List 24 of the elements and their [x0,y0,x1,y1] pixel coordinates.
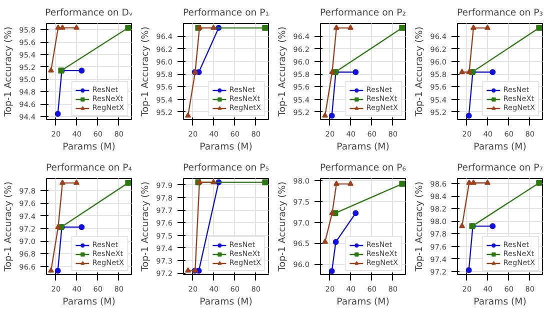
chart-title: Performance on P₇ [456,162,544,174]
x-axis-title: Params (M) [62,296,116,308]
y-axis-title: Top-1 Accuracy (%) [140,26,152,118]
y-axis-title: Top-1 Accuracy (%) [3,182,14,272]
x-axis-title: Params (M) [336,142,390,152]
y-axis-title: Top-1 Accuracy (%) [414,26,426,118]
y-axis-title: Top-1 Accuracy (%) [414,182,426,272]
chart-title: Performance on P₆ [320,162,406,174]
chart-title: Performance on P₃ [456,8,544,18]
y-axis-title: Top-1 Accuracy (%) [3,26,14,118]
x-axis-title: Params (M) [474,142,526,152]
x-axis-title: Params (M) [200,296,252,308]
x-axis-title: Params (M) [200,142,252,152]
chart-title: Performance on P₁ [182,8,270,18]
x-axis-title: Params (M) [336,296,390,308]
y-axis-title: Top-1 Accuracy (%) [277,26,288,118]
chart-title: Performance on P₄ [46,162,132,174]
chart-title: Performance on P₂ [320,8,406,18]
x-axis-title: Params (M) [62,142,116,152]
x-axis-title: Params (M) [474,296,526,308]
chart-title: Performance on Dᵥ [45,8,133,18]
chart-title: Performance on P₅ [182,162,270,174]
y-axis-title: Top-1 Accuracy (%) [277,182,288,272]
y-axis-title: Top-1 Accuracy (%) [140,182,152,272]
